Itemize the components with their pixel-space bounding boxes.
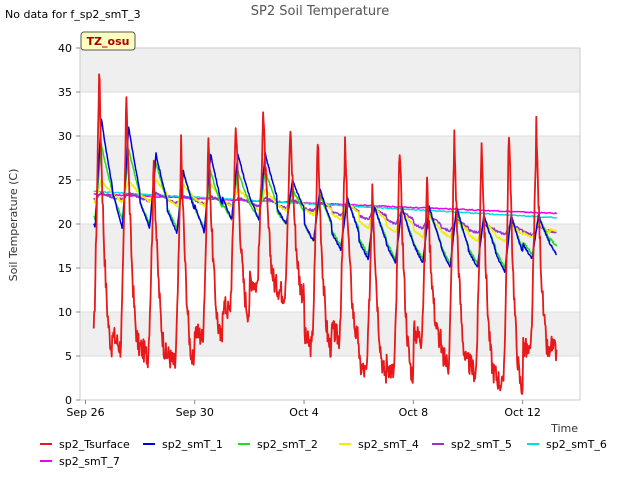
y-tick-label: 0 xyxy=(65,394,72,407)
y-tick-label: 5 xyxy=(65,350,72,363)
legend-label: sp2_smT_5 xyxy=(451,438,512,451)
legend-label: sp2_smT_6 xyxy=(546,438,607,451)
legend-label: sp2_smT_1 xyxy=(162,438,223,451)
y-tick-label: 15 xyxy=(58,262,72,275)
site-badge-label: TZ_osu xyxy=(87,35,130,48)
y-tick-label: 30 xyxy=(58,130,72,143)
y-axis-ticks: 0 5 10 15 20 25 30 35 40 xyxy=(58,42,80,407)
y-tick-label: 20 xyxy=(58,218,72,231)
site-badge: TZ_osu xyxy=(80,31,136,51)
legend-label: sp2_smT_4 xyxy=(358,438,419,451)
x-tick-label: Sep 30 xyxy=(176,406,214,419)
x-axis-label: Time xyxy=(550,422,578,435)
series-line-sp2-Tsurface xyxy=(92,73,558,395)
y-tick-label: 25 xyxy=(58,174,72,187)
legend-label: sp2_smT_2 xyxy=(257,438,318,451)
series-lines xyxy=(92,73,558,395)
legend: sp2_Tsurface sp2_smT_1 sp2_smT_2 sp2_smT_4 s… xyxy=(40,438,607,468)
x-tick-label: Oct 12 xyxy=(504,406,541,419)
y-tick-label: 40 xyxy=(58,42,72,55)
no-data-note: No data for f_sp2_smT_3 xyxy=(5,8,141,21)
y-tick-label: 35 xyxy=(58,86,72,99)
y-tick-label: 10 xyxy=(58,306,72,319)
band-3 xyxy=(80,48,580,92)
x-tick-label: Sep 26 xyxy=(66,406,104,419)
x-tick-label: Oct 8 xyxy=(399,406,429,419)
band-2 xyxy=(80,136,580,180)
y-axis-label: Soil Temperature (C) xyxy=(7,169,20,282)
x-axis-ticks: Sep 26 Sep 30 Oct 4 Oct 8 Oct 12 xyxy=(66,400,541,419)
chart-title: SP2 Soil Temperature xyxy=(251,4,389,19)
x-tick-label: Oct 4 xyxy=(289,406,319,419)
legend-label: sp2_Tsurface xyxy=(59,438,130,451)
site-badge-box xyxy=(80,31,136,51)
legend-label: sp2_smT_7 xyxy=(59,455,120,468)
